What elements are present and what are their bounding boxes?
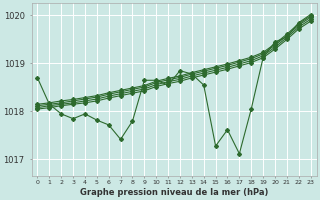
X-axis label: Graphe pression niveau de la mer (hPa): Graphe pression niveau de la mer (hPa) (80, 188, 268, 197)
